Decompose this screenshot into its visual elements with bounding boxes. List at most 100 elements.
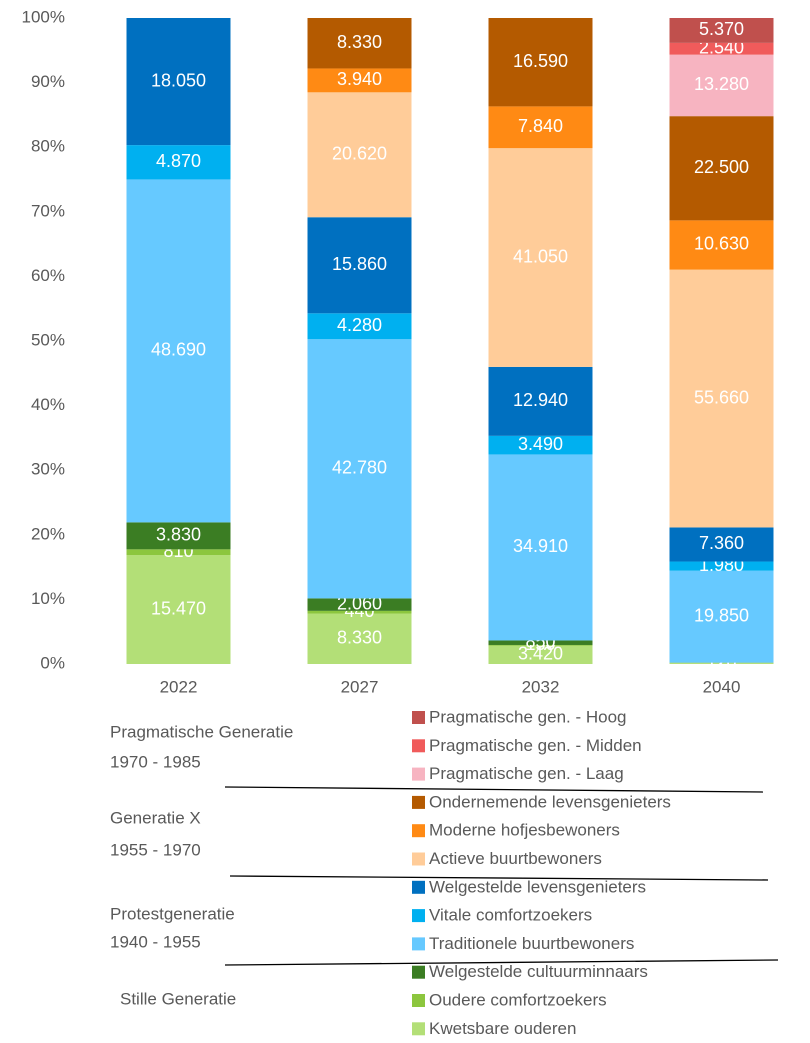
- group-years: 1940 - 1955: [110, 932, 201, 951]
- legend-label: Moderne hofjesbewoners: [429, 821, 620, 840]
- y-tick-label: 20%: [31, 524, 65, 543]
- data-label: 15.860: [332, 254, 387, 274]
- data-label: 8.330: [337, 628, 382, 648]
- group-years: 1955 - 1970: [110, 840, 201, 859]
- legend-swatch: [412, 937, 425, 951]
- legend-swatch: [412, 824, 425, 838]
- legend-swatch: [412, 711, 425, 724]
- group-years: 1970 - 1985: [110, 752, 201, 771]
- legend-swatch: [412, 909, 425, 923]
- bar-segment: [307, 339, 412, 599]
- data-label: 13.280: [694, 74, 749, 94]
- y-tick-label: 90%: [31, 72, 65, 91]
- data-label: 3.940: [337, 69, 382, 89]
- group-divider: [229, 875, 769, 881]
- bar-segment: [669, 18, 774, 43]
- legend-swatch: [412, 852, 425, 866]
- bar-segment: [307, 217, 412, 314]
- bar-segment: [669, 269, 774, 528]
- bar-segment: [307, 18, 412, 69]
- data-label: 16.590: [513, 51, 568, 71]
- bar-segment: [669, 220, 774, 270]
- bar-segment: [307, 313, 412, 340]
- y-tick-label: 60%: [31, 266, 65, 285]
- x-tick-label: 2032: [522, 677, 560, 696]
- legend-label: Traditionele buurtbewoners: [429, 934, 634, 953]
- bar-segment: [488, 644, 593, 646]
- bar-segment: [307, 610, 412, 614]
- data-label: 5.370: [699, 19, 744, 39]
- legend-label: Oudere comfortzoekers: [429, 990, 607, 1009]
- data-label: 8.330: [337, 32, 382, 52]
- bar-segment: [126, 549, 231, 556]
- legend-swatch: [412, 1022, 425, 1036]
- legend-swatch: [412, 880, 425, 894]
- bar-segment: [488, 454, 593, 641]
- bar-segment: [307, 598, 412, 611]
- y-tick-label: 100%: [22, 7, 65, 26]
- bar-segment: [669, 570, 774, 663]
- data-label: 3.420: [518, 644, 563, 664]
- legend-label: Ondernemende levensgenieters: [429, 792, 671, 811]
- bar-segment: [488, 106, 593, 149]
- data-label: 4.870: [156, 151, 201, 171]
- bar-segment: [488, 148, 593, 367]
- x-tick-label: 2027: [341, 677, 379, 696]
- bar-segment: [307, 68, 412, 93]
- data-label: 34.910: [513, 536, 568, 556]
- bar-segment: [126, 522, 231, 550]
- y-tick-label: 40%: [31, 395, 65, 414]
- bar-segment: [126, 18, 231, 146]
- group-divider: [224, 959, 779, 966]
- data-label: 42.780: [332, 458, 387, 478]
- legend-label: Welgestelde cultuurminnaars: [429, 962, 648, 981]
- data-label: 10.630: [694, 234, 749, 254]
- group-label: Stille Generatie: [120, 989, 236, 1008]
- data-label: 41.050: [513, 246, 568, 266]
- bar-segment: [669, 42, 774, 55]
- bar-segment: [669, 54, 774, 117]
- group-label: Protestgeneratie: [110, 904, 235, 923]
- bar-segment: [307, 92, 412, 218]
- bar-segment: [307, 613, 412, 664]
- legend-swatch: [412, 795, 425, 809]
- x-tick-label: 2040: [703, 677, 741, 696]
- group-divider: [224, 786, 764, 793]
- bar-segment: [488, 435, 593, 455]
- bar-segment: [126, 555, 231, 664]
- legend-label: Actieve buurtbewoners: [429, 849, 602, 868]
- data-label: 22.500: [694, 157, 749, 177]
- bar-segment: [126, 145, 231, 180]
- bar-segment: [669, 561, 774, 571]
- bar-segment: [669, 663, 774, 664]
- bar-segment: [488, 645, 593, 664]
- legend-swatch: [412, 767, 425, 781]
- data-label: 3.830: [156, 525, 201, 545]
- bar-segment: [669, 662, 774, 664]
- y-tick-label: 50%: [31, 330, 65, 349]
- y-tick-label: 0%: [40, 653, 65, 672]
- data-label: 15.470: [151, 598, 206, 618]
- y-tick-label: 70%: [31, 201, 65, 220]
- data-label: 12.940: [513, 390, 568, 410]
- data-label: 7.360: [699, 533, 744, 553]
- bar-segment: [488, 18, 593, 107]
- data-label: 3.490: [518, 434, 563, 454]
- bar-segment: [126, 179, 231, 523]
- y-tick-label: 80%: [31, 137, 65, 156]
- bar-segment: [488, 366, 593, 436]
- group-label: Pragmatische Generatie: [110, 722, 293, 741]
- legend-label: Welgestelde levensgenieters: [429, 877, 646, 896]
- legend-label: Kwetsbare ouderen: [429, 1019, 576, 1038]
- data-label: 48.690: [151, 340, 206, 360]
- data-label: 7.840: [518, 116, 563, 136]
- legend-label: Vitale comfortzoekers: [429, 906, 592, 925]
- bar-segment: [488, 640, 593, 645]
- bar-segment: [669, 527, 774, 562]
- data-label: 20.620: [332, 144, 387, 164]
- legend-swatch: [412, 739, 425, 753]
- legend-label: Pragmatische gen. - Hoog: [429, 707, 627, 726]
- legend-label: Pragmatische gen. - Laag: [429, 764, 624, 783]
- data-label: 55.660: [694, 387, 749, 407]
